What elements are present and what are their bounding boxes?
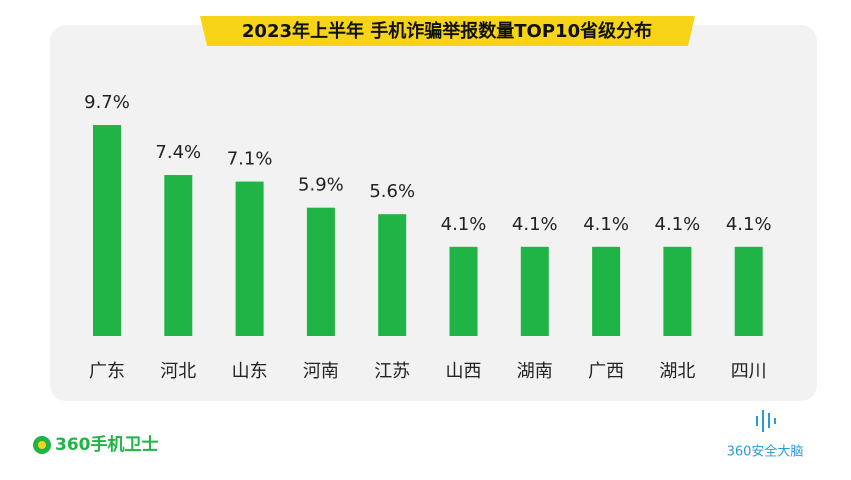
x-tick-label: 江苏 bbox=[374, 361, 410, 382]
x-tick-label: 四川 bbox=[731, 361, 767, 382]
x-tick-label: 山东 bbox=[232, 361, 268, 382]
title-banner bbox=[200, 16, 695, 46]
bar bbox=[592, 246, 621, 336]
x-tick-label: 湖南 bbox=[517, 361, 553, 382]
bar bbox=[378, 214, 407, 336]
bar bbox=[449, 246, 478, 336]
bar bbox=[306, 207, 335, 336]
value-label: 4.1% bbox=[655, 214, 701, 235]
brand-right: 360安全大脑 bbox=[727, 444, 804, 460]
bar bbox=[164, 175, 193, 336]
value-label: 4.1% bbox=[583, 214, 629, 235]
chart-title: 2023年上半年 手机诈骗举报数量TOP10省级分布 bbox=[242, 20, 652, 42]
bar bbox=[663, 246, 692, 336]
value-label: 4.1% bbox=[441, 214, 487, 235]
value-label: 4.1% bbox=[726, 214, 772, 235]
x-tick-label: 河北 bbox=[160, 361, 196, 382]
value-label: 7.4% bbox=[155, 142, 201, 163]
x-tick-label: 湖北 bbox=[659, 361, 695, 382]
bar bbox=[235, 181, 264, 336]
brain-icon bbox=[756, 410, 776, 432]
brand-left: 360手机卫士 bbox=[55, 434, 159, 455]
x-tick-label: 广西 bbox=[588, 361, 624, 382]
value-label: 7.1% bbox=[227, 149, 273, 170]
logo-icon-inner bbox=[38, 441, 46, 449]
value-label: 4.1% bbox=[512, 214, 558, 235]
value-label: 5.6% bbox=[369, 181, 415, 202]
bar bbox=[520, 246, 549, 336]
value-label: 5.9% bbox=[298, 175, 344, 196]
bar bbox=[734, 246, 763, 336]
value-label: 9.7% bbox=[84, 92, 130, 113]
x-tick-label: 山西 bbox=[446, 361, 482, 382]
x-tick-label: 河南 bbox=[303, 361, 339, 382]
x-tick-label: 广东 bbox=[89, 361, 125, 382]
bar bbox=[93, 125, 121, 337]
